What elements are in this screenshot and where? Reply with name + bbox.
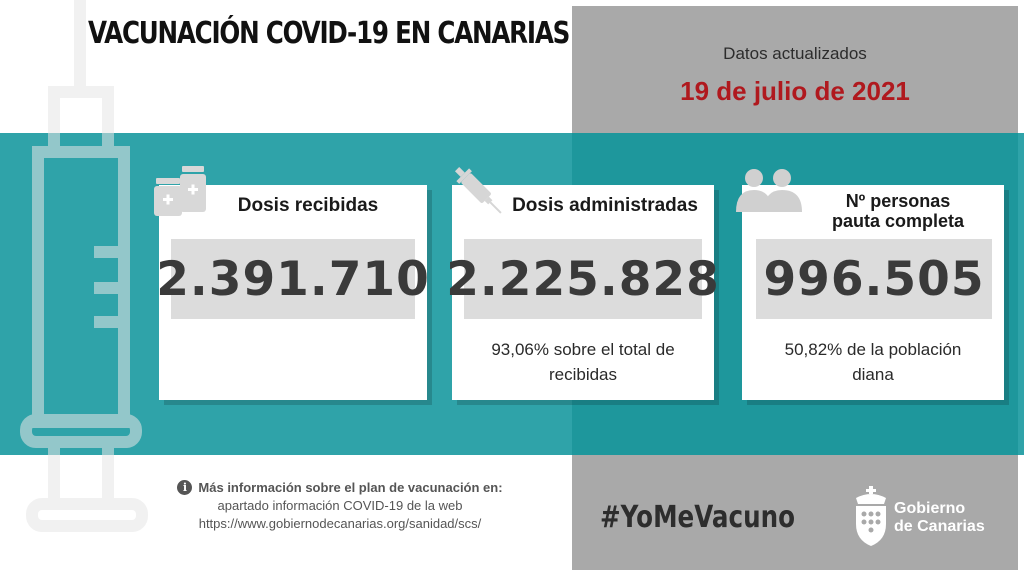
- info-line: apartado información COVID-19 de la web: [217, 498, 463, 513]
- card-dosis-administradas: Dosis administradas 2.225.828 93,06% sob…: [446, 185, 719, 400]
- coat-of-arms-icon: [856, 486, 886, 546]
- medicine-bottles-icon: [154, 166, 206, 216]
- syringe-icon: [454, 166, 502, 214]
- card-title-line: Nº personas: [845, 191, 951, 211]
- value-box: 2.225.828: [446, 239, 719, 319]
- hashtag: #YoMeVacuno: [600, 500, 796, 535]
- card-title: Dosis administradas: [512, 195, 698, 216]
- info-title-row: i Más información sobre el plan de vacun…: [120, 480, 560, 495]
- page-title: VACUNACIÓN COVID-19 EN CANARIAS: [88, 16, 570, 51]
- syringe-background-icon: [20, 0, 148, 532]
- card-title: Nº personas pauta completa: [742, 191, 1004, 231]
- card-note: 50,82% de la población diana: [742, 337, 1004, 387]
- info-title: Más información sobre el plan de vacunac…: [198, 480, 503, 495]
- note-line: recibidas: [548, 365, 618, 384]
- note-line: diana: [852, 365, 894, 384]
- card-dosis-recibidas: Dosis recibidas 2.391.710: [156, 185, 429, 400]
- gobierno-text: Gobierno de Canarias: [894, 500, 985, 536]
- dosis-recibidas-value: 2.391.710: [156, 251, 430, 307]
- update-date: 19 de julio de 2021: [680, 76, 910, 106]
- dosis-administradas-value: 2.225.828: [446, 251, 720, 307]
- note-line: 93,06% sobre el total de: [491, 340, 675, 359]
- pauta-completa-value: 996.505: [763, 251, 985, 307]
- card-pauta-completa: Nº personas pauta completa 996.505 50,82…: [742, 185, 1004, 400]
- note-line: 50,82% de la población: [784, 340, 962, 359]
- card-note: 93,06% sobre el total de recibidas: [452, 337, 714, 387]
- value-box: 2.391.710: [156, 239, 429, 319]
- gov-line: Gobierno: [894, 500, 966, 517]
- info-block: i Más información sobre el plan de vacun…: [120, 480, 560, 531]
- gov-line: de Canarias: [894, 518, 985, 535]
- gobierno-logo: Gobierno de Canarias: [852, 484, 1002, 548]
- people-icon: [736, 169, 802, 212]
- update-label: Datos actualizados: [723, 44, 867, 63]
- value-box: 996.505: [756, 239, 992, 319]
- card-title-line: pauta completa: [831, 211, 965, 231]
- info-icon: i: [177, 480, 193, 495]
- info-url[interactable]: https://www.gobiernodecanarias.org/sanid…: [198, 516, 482, 531]
- card-title: Dosis recibidas: [237, 195, 379, 216]
